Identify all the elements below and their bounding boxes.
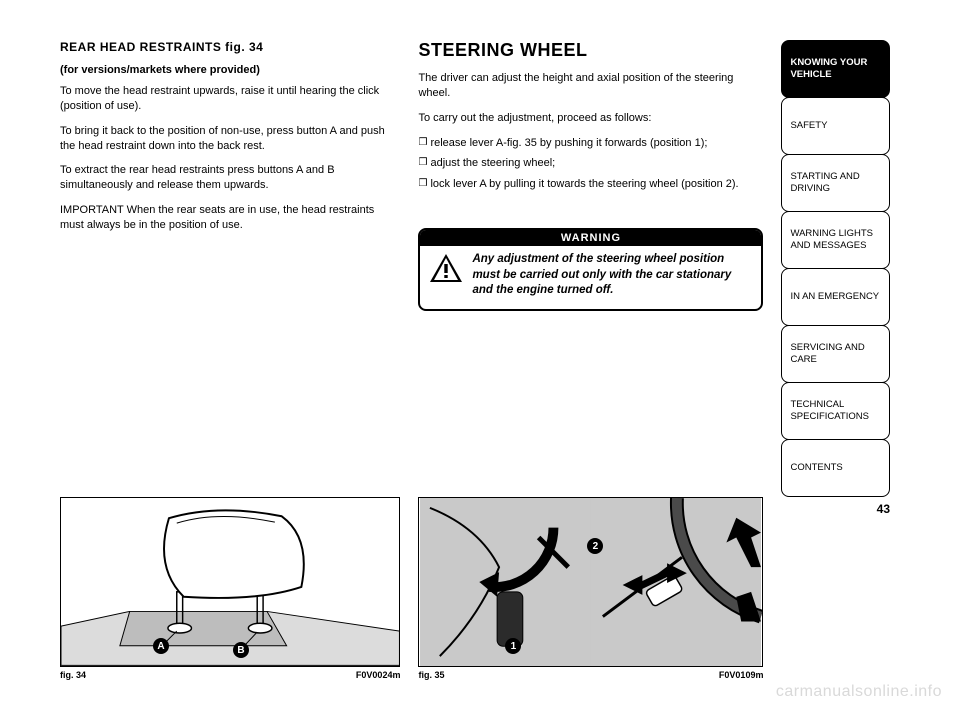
left-para-4: IMPORTANT When the rear seats are in use… [60,203,400,233]
left-heading: REAR HEAD RESTRAINTS fig. 34 [60,40,400,54]
step-2: adjust the steering wheel; [418,156,763,171]
tab-safety[interactable]: SAFETY [781,97,890,155]
sidebar-tabs: KNOWING YOUR VEHICLE SAFETY STARTING AND… [781,40,890,680]
warning-text: Any adjustment of the steering wheel pos… [472,252,753,299]
warning-box: WARNING Any adjustment of the steering w… [418,228,763,311]
tab-starting-driving[interactable]: STARTING AND DRIVING [781,154,890,212]
warning-body: Any adjustment of the steering wheel pos… [420,246,761,309]
marker-a: A [153,638,169,654]
left-para-1: To move the head restraint upwards, rais… [60,84,400,114]
figure-34-code: F0V0024m [356,670,401,680]
left-para-3: To extract the rear head restraints pres… [60,163,400,193]
tab-servicing[interactable]: SERVICING AND CARE [781,325,890,383]
figure-35-svg [419,498,762,666]
figure-35-caption: fig. 35 [418,670,444,680]
right-heading: STEERING WHEEL [418,40,763,61]
step-1: release lever A-fig. 35 by pushing it fo… [418,136,763,151]
warning-icon [428,252,464,284]
steps-list: release lever A-fig. 35 by pushing it fo… [418,136,763,199]
page: REAR HEAD RESTRAINTS fig. 34 (for versio… [60,40,890,680]
right-para-2: To carry out the adjustment, proceed as … [418,111,763,126]
left-heading-block: REAR HEAD RESTRAINTS fig. 34 (for versio… [60,40,400,84]
figure-34: A B [60,497,400,667]
tab-tech-specs[interactable]: TECHNICAL SPECIFICATIONS [781,382,890,440]
figure-34-caption: fig. 34 [60,670,86,680]
tab-knowing-vehicle[interactable]: KNOWING YOUR VEHICLE [781,40,890,98]
figure-35: 1 2 [418,497,763,667]
tab-contents[interactable]: CONTENTS [781,439,890,497]
figure-35-caption-row: fig. 35 F0V0109m [418,670,763,680]
tab-emergency[interactable]: IN AN EMERGENCY [781,268,890,326]
figure-34-caption-row: fig. 34 F0V0024m [60,670,400,680]
left-subheading: (for versions/markets where provided) [60,64,400,76]
right-column: STEERING WHEEL The driver can adjust the… [418,40,763,680]
right-para-1: The driver can adjust the height and axi… [418,71,763,101]
watermark: carmanualsonline.info [776,683,942,701]
tab-warning-lights[interactable]: WARNING LIGHTS AND MESSAGES [781,211,890,269]
left-para-2: To bring it back to the position of non-… [60,124,400,154]
figure-34-svg [61,498,399,666]
marker-b: B [233,642,249,658]
figure-35-code: F0V0109m [719,670,764,680]
warning-title: WARNING [420,230,761,246]
page-number: 43 [781,502,890,516]
step-3: lock lever A by pulling it towards the s… [418,177,763,192]
left-column: REAR HEAD RESTRAINTS fig. 34 (for versio… [60,40,400,680]
